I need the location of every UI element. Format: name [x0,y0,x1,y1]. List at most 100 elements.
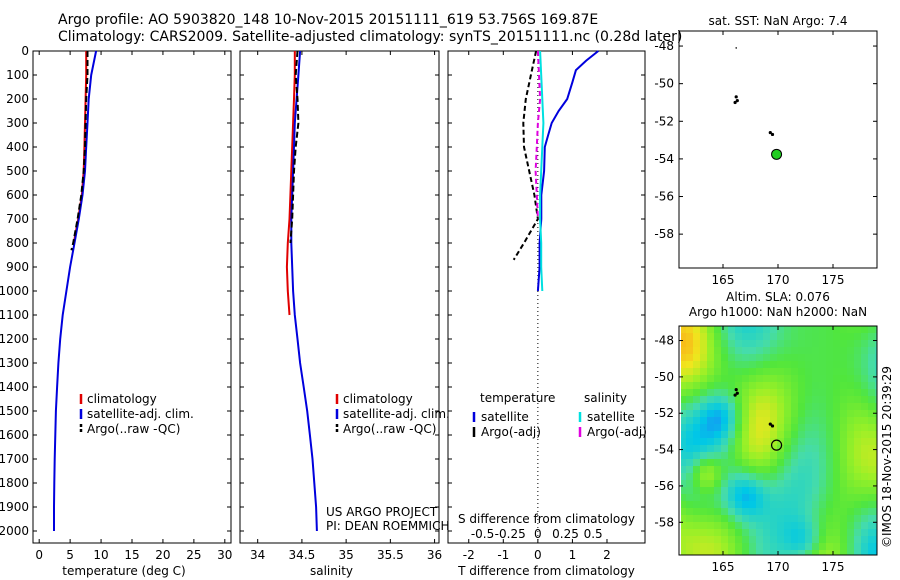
heatmap-cell [735,431,743,439]
heatmap-cell [854,382,862,390]
heatmap-cell [875,508,877,516]
heatmap-cell [847,445,855,453]
heatmap-cell [681,473,687,481]
heatmap-cell [833,340,841,348]
heatmap-cell [742,410,750,418]
x-tick-label: 34 [250,548,265,562]
heatmap-cell [756,438,764,446]
map-y-tick-label: -52 [654,114,674,128]
track-point [768,422,772,426]
heatmap-cell [777,487,785,495]
heatmap-cell [812,424,820,432]
heatmap-cell [805,396,813,404]
heatmap-cell [700,445,708,453]
heatmap-cell [681,340,687,348]
heatmap-cell [721,361,729,369]
depth-tick-label: 700 [6,212,29,226]
legend-header: salinity [584,391,627,405]
heatmap-cell [868,515,876,523]
heatmap-cell [707,326,715,334]
heatmap-cell [763,466,771,474]
heatmap-cell [847,417,855,425]
heatmap-cell [714,410,722,418]
heatmap-cell [770,459,778,467]
heatmap-cell [728,508,736,516]
heatmap-cell [728,466,736,474]
heatmap-cell [735,417,743,425]
heatmap-cell [798,452,806,460]
heatmap-cell [777,431,785,439]
heatmap-cell [681,515,687,523]
heatmap-cell [812,515,820,523]
depth-tick-label: 1300 [0,356,29,370]
heatmap-cell [826,375,834,383]
heatmap-cell [721,396,729,404]
heatmap-cell [693,403,701,411]
heatmap-cell [840,368,848,376]
heatmap-cell [875,354,877,362]
heatmap-cell [735,410,743,418]
heatmap-cell [791,375,799,383]
heatmap-cell [861,501,869,509]
heatmap-cell [861,382,869,390]
track-point [734,388,738,392]
heatmap-cell [763,536,771,544]
heatmap-cell [784,480,792,488]
heatmap-cell [805,424,813,432]
heatmap-cell [721,480,729,488]
heatmap-cell [791,417,799,425]
heatmap-cell [798,333,806,341]
heatmap-cell [833,466,841,474]
heatmap-cell [721,438,729,446]
heatmap-cell [861,515,869,523]
heatmap-cell [805,529,813,537]
heatmap-cell [735,382,743,390]
legend-label: satellite-adj. clim. [87,407,194,421]
depth-tick-label: 400 [6,140,29,154]
map-x-tick-label: 175 [822,560,845,574]
legend-label: satellite [587,410,635,424]
heatmap-cell [693,459,701,467]
heatmap-cell [707,466,715,474]
heatmap-cell [700,361,708,369]
heatmap-cell [742,494,750,502]
heatmap-cell [749,403,757,411]
heatmap-cell [714,543,722,551]
heatmap-cell [742,536,750,544]
heatmap-cell [875,417,877,425]
heatmap-cell [868,431,876,439]
heatmap-cell [861,347,869,355]
heatmap-cell [875,389,877,397]
top-tick-label: 0 [534,527,542,541]
heatmap-cell [770,354,778,362]
heatmap-cell [735,473,743,481]
heatmap-cell [707,515,715,523]
heatmap-cell [791,452,799,460]
heatmap-cell [819,508,827,516]
series-line-climatology [285,51,296,316]
heatmap-cell [749,431,757,439]
heatmap-cell [847,424,855,432]
heatmap-cell [847,340,855,348]
heatmap-cell [770,487,778,495]
heatmap-cell [784,431,792,439]
header-line-2: Climatology: CARS2009. Satellite-adjuste… [58,29,683,45]
heatmap-cell [826,501,834,509]
heatmap-cell [875,347,877,355]
heatmap-cell [728,473,736,481]
heatmap-cell [735,501,743,509]
heatmap-cell [707,536,715,544]
heatmap-cell [686,480,694,488]
depth-tick-label: 500 [6,164,29,178]
heatmap-cell [819,410,827,418]
heatmap-cell [819,480,827,488]
heatmap-cell [854,452,862,460]
heatmap-cell [721,459,729,467]
heatmap-cell [728,494,736,502]
heatmap-cell [840,494,848,502]
heatmap-cell [868,326,876,334]
legend-label: satellite [481,410,529,424]
heatmap-cell [681,396,687,404]
heatmap-cell [681,494,687,502]
heatmap-cell [714,445,722,453]
